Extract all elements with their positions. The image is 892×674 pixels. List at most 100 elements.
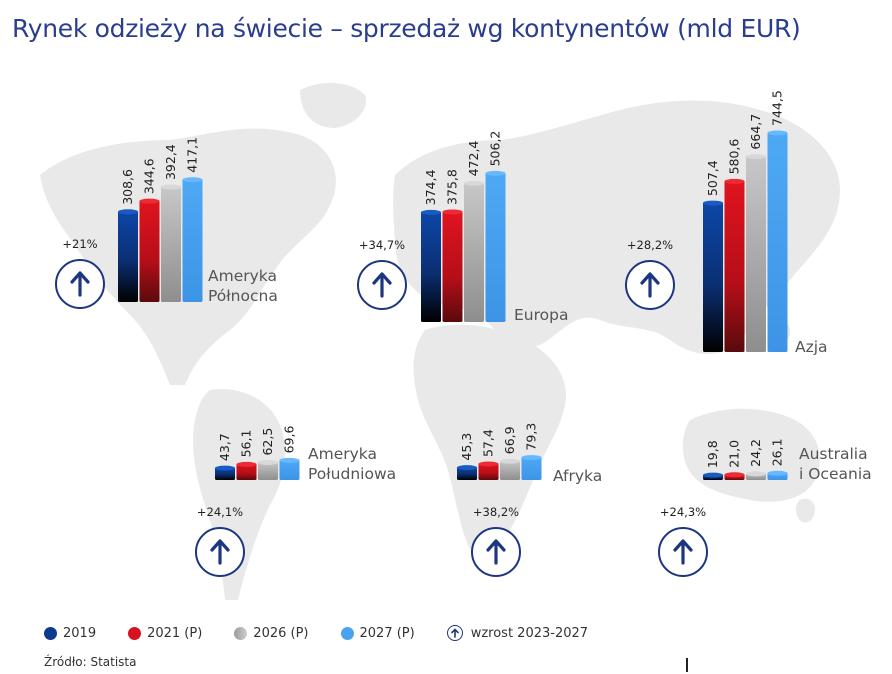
legend-label-2019: 2019 xyxy=(63,625,97,641)
growth-label-europa: +34,7% xyxy=(359,238,405,252)
bar-cap-afryka-2027 xyxy=(521,455,542,461)
bar-cap-afryka-2019 xyxy=(457,465,477,471)
value-label-azja-2021: 580,6 xyxy=(727,139,742,175)
bar-afryka-2021 xyxy=(478,463,499,480)
region-label-afryka-line-1: Afryka xyxy=(553,467,602,485)
value-label-afryka-2019: 45,3 xyxy=(459,433,474,461)
bar-cap-ameryka-poludniowa-2027 xyxy=(279,457,300,463)
bar-cap-azja-2019 xyxy=(703,200,723,206)
legend-label-2027: 2027 (P) xyxy=(359,625,415,641)
legend: 2019 2021 (P) 2026 (P) 2027 (P) wzrost 2… xyxy=(44,622,620,644)
legend-swatch-2026 xyxy=(234,626,248,640)
legend-swatch-2019 xyxy=(44,626,57,640)
region-ameryka-poludniowa: 43,7 56,1 62,5 69,6 Ameryka Południowa +24,1% xyxy=(195,426,396,577)
value-label-azja-2019: 507,4 xyxy=(705,160,720,196)
value-label-europa-2027: 506,2 xyxy=(488,131,503,167)
legend-swatch-2027 xyxy=(340,626,354,640)
bar-cap-azja-2026 xyxy=(746,154,766,160)
region-label-ameryka-polnocna-line-2: Północna xyxy=(208,287,278,305)
source-note: Źródło: Statista xyxy=(44,655,137,669)
up-arrow-icon xyxy=(357,260,407,310)
region-label-australia-i-oceania-line-2: i Oceania xyxy=(799,465,872,483)
legend-label-2026: 2026 (P) xyxy=(253,625,309,641)
value-label-ameryka-poludniowa-2019: 43,7 xyxy=(217,433,232,461)
bar-cap-ameryka-polnocna-2021 xyxy=(139,198,160,204)
region-ameryka-polnocna: 308,6 344,6 392,4 417,1 Ameryka Północna +21% xyxy=(55,137,278,309)
up-arrow-icon xyxy=(195,527,245,577)
bar-ameryka-poludniowa-2019 xyxy=(215,467,235,480)
region-afryka: 45,3 57,4 66,9 79,3 Afryka +38,2% xyxy=(457,423,602,577)
bar-ameryka-poludniowa-2027 xyxy=(279,459,300,480)
growth-label-ameryka-poludniowa: +24,1% xyxy=(197,505,243,519)
legend-item-2026: 2026 (P) xyxy=(234,625,309,641)
bar-cap-australia-i-oceania-2021 xyxy=(724,472,745,478)
bar-cap-australia-i-oceania-2026 xyxy=(746,471,766,477)
legend-label-growth: wzrost 2023-2027 xyxy=(470,625,589,641)
value-label-australia-i-oceania-2027: 26,1 xyxy=(770,438,785,466)
region-australia-i-oceania: 19,8 21,0 24,2 26,1 Australia i Oceania +24,3% xyxy=(658,438,872,577)
bar-cap-ameryka-poludniowa-2021 xyxy=(236,461,257,467)
value-label-azja-2026: 664,7 xyxy=(748,114,763,150)
page-title: Rynek odzieży na świecie – sprzedaż wg k… xyxy=(12,14,801,43)
region-azja: 507,4 580,6 664,7 744,5 Azja +28,2% xyxy=(625,90,828,356)
bar-cap-europa-2026 xyxy=(464,180,484,186)
legend-item-2027: 2027 (P) xyxy=(340,625,415,641)
bar-azja-2019 xyxy=(703,202,723,352)
bar-europa-2026 xyxy=(464,182,484,322)
region-label-azja-line-1: Azja xyxy=(795,338,828,356)
bar-cap-ameryka-polnocna-2019 xyxy=(118,209,138,215)
bar-azja-2026 xyxy=(746,155,766,352)
bar-europa-2019 xyxy=(421,211,441,322)
bar-ameryka-poludniowa-2026 xyxy=(258,461,278,480)
bar-ameryka-polnocna-2026 xyxy=(161,186,181,302)
bar-cap-ameryka-poludniowa-2026 xyxy=(258,460,278,466)
value-label-afryka-2026: 66,9 xyxy=(502,426,517,454)
value-label-ameryka-polnocna-2027: 417,1 xyxy=(185,137,200,173)
bar-cap-afryka-2026 xyxy=(500,458,520,464)
legend-item-growth: wzrost 2023-2027 xyxy=(446,625,589,641)
region-label-ameryka-poludniowa-line-2: Południowa xyxy=(308,465,396,483)
bar-cap-ameryka-poludniowa-2019 xyxy=(215,465,235,471)
bar-europa-2027 xyxy=(485,172,506,322)
bar-cap-ameryka-polnocna-2026 xyxy=(161,184,181,190)
growth-label-australia-i-oceania: +24,3% xyxy=(660,505,706,519)
value-label-ameryka-polnocna-2021: 344,6 xyxy=(142,158,157,194)
value-label-europa-2026: 472,4 xyxy=(466,141,481,177)
up-arrow-icon xyxy=(55,259,105,309)
value-label-australia-i-oceania-2019: 19,8 xyxy=(705,440,720,468)
value-label-ameryka-poludniowa-2026: 62,5 xyxy=(260,428,275,456)
value-label-azja-2027: 744,5 xyxy=(770,90,785,126)
value-label-ameryka-polnocna-2019: 308,6 xyxy=(120,169,135,205)
bar-cap-ameryka-polnocna-2027 xyxy=(182,177,203,183)
bar-europa-2021 xyxy=(442,210,463,322)
region-label-ameryka-poludniowa-line-1: Ameryka xyxy=(308,445,377,463)
text-cursor xyxy=(686,658,688,672)
growth-label-azja: +28,2% xyxy=(627,238,673,252)
region-europa: 374,4 375,8 472,4 506,2 Europa +34,7% xyxy=(357,131,568,324)
bar-ameryka-polnocna-2021 xyxy=(139,200,160,302)
regions-layer: 308,6 344,6 392,4 417,1 Ameryka Północna +21% 3… xyxy=(55,90,872,577)
bar-afryka-2019 xyxy=(457,466,477,480)
bar-ameryka-polnocna-2027 xyxy=(182,178,203,302)
bar-afryka-2027 xyxy=(521,456,542,480)
up-arrow-icon xyxy=(658,527,708,577)
legend-item-2019: 2019 xyxy=(44,626,96,641)
growth-label-ameryka-polnocna: +21% xyxy=(62,237,97,251)
legend-label-2021: 2021 (P) xyxy=(147,625,203,641)
bar-azja-2027 xyxy=(767,132,788,352)
growth-label-afryka: +38,2% xyxy=(473,505,519,519)
bar-cap-europa-2021 xyxy=(442,209,463,215)
bar-afryka-2026 xyxy=(500,460,520,480)
value-label-ameryka-polnocna-2026: 392,4 xyxy=(163,144,178,180)
value-label-afryka-2027: 79,3 xyxy=(524,423,539,451)
bar-ameryka-polnocna-2019 xyxy=(118,210,138,302)
value-label-australia-i-oceania-2026: 24,2 xyxy=(748,439,763,467)
value-label-europa-2021: 375,8 xyxy=(445,169,460,205)
up-arrow-icon xyxy=(625,260,675,310)
up-arrow-icon xyxy=(471,527,521,577)
bar-cap-europa-2027 xyxy=(485,170,506,176)
value-label-ameryka-poludniowa-2021: 56,1 xyxy=(239,430,254,458)
bar-cap-australia-i-oceania-2019 xyxy=(703,472,723,478)
bar-cap-europa-2019 xyxy=(421,209,441,215)
